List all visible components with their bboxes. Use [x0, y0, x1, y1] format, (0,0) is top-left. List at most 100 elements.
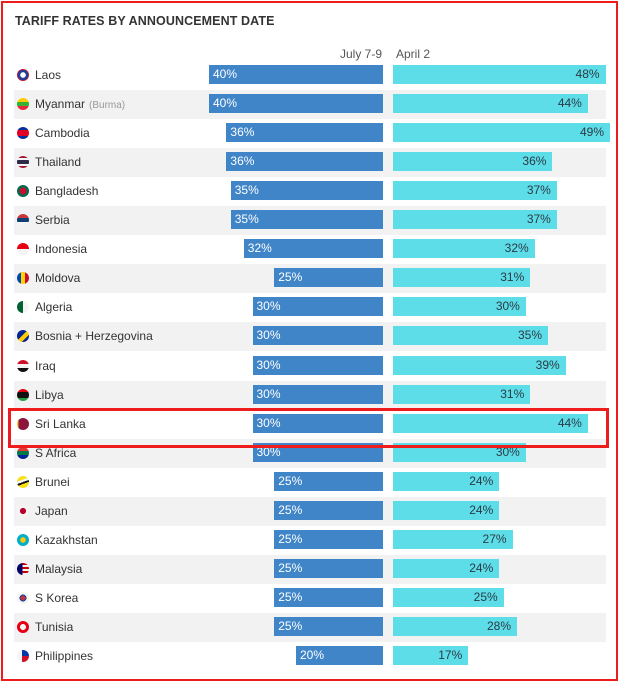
bar-july-bosnia-herzegovina: 30%: [252, 326, 383, 346]
category-name: Moldova: [35, 271, 81, 286]
category-name: Brunei: [35, 474, 70, 489]
bar-july-iraq: 30%: [252, 355, 383, 375]
thailand-flag-icon: [17, 156, 29, 169]
bar-april-bangladesh: 37%: [393, 181, 557, 201]
bar-april-libya: 31%: [393, 384, 531, 404]
myanmar-flag-icon: [17, 98, 29, 111]
category-name: Serbia: [35, 213, 70, 228]
bar-july-laos: 40%: [209, 65, 383, 84]
algeria-flag-icon: [17, 301, 29, 314]
bar-april-cambodia: 49%: [393, 123, 610, 143]
sri-lanka-flag-icon: [17, 417, 29, 430]
chart-row-thailand: Thailand 36% 36%: [14, 148, 606, 178]
category-label: Libya: [35, 388, 64, 402]
bar-april-iraq: 39%: [393, 355, 566, 375]
chart-row-sri-lanka: Sri Lanka 30% 44%: [14, 410, 606, 439]
category-note: (Burma): [89, 100, 126, 112]
chart-row-s-korea: S Korea 25% 25%: [14, 584, 606, 613]
chart-row-algeria: Algeria 30% 30%: [14, 293, 606, 322]
chart-row-laos: Laos 40% 48%: [14, 61, 606, 90]
category-name: Bangladesh: [35, 184, 99, 199]
indonesia-flag-icon: [17, 243, 29, 256]
iraq-flag-icon: [17, 359, 29, 372]
category-label: Moldova: [35, 271, 80, 285]
category-label: S Korea: [35, 591, 78, 605]
bar-april-sri-lanka: 44%: [393, 413, 588, 433]
category-label: Laos: [35, 68, 61, 82]
bar-july-sri-lanka: 30%: [252, 413, 383, 433]
chart-row-tunisia: Tunisia 25% 28%: [14, 612, 606, 642]
bar-july-libya: 30%: [252, 384, 383, 404]
bar-april-indonesia: 32%: [393, 239, 535, 259]
category-name: Philippines: [35, 649, 94, 663]
bangladesh-flag-icon: [17, 185, 29, 198]
bar-april-myanmar: 44%: [393, 94, 588, 114]
chart-row-brunei: Brunei 25% 24%: [14, 468, 606, 497]
bar-april-algeria: 30%: [393, 297, 526, 317]
category-name: Sri Lanka: [35, 416, 86, 431]
category-label: Myanmar (Burma): [35, 97, 125, 111]
bar-july-tunisia: 25%: [274, 616, 383, 636]
chart-row-kazakhstan: Kazakhstan 25% 27%: [14, 526, 606, 555]
category-name: Cambodia: [35, 126, 90, 141]
column-header-april: April 2: [396, 47, 431, 61]
bar-july-philippines: 20%: [296, 646, 383, 665]
chart-row-malaysia: Malaysia 25% 24%: [14, 554, 606, 584]
category-label: Bosnia + Herzegovina: [35, 329, 153, 343]
category-name: Malaysia: [35, 561, 83, 576]
category-name: S Korea: [35, 590, 79, 605]
category-label: Japan: [35, 504, 68, 518]
category-label: Algeria: [35, 300, 72, 314]
bar-july-bangladesh: 35%: [230, 181, 383, 201]
category-name: Indonesia: [35, 242, 88, 257]
brunei-flag-icon: [17, 475, 29, 488]
category-label: Thailand: [35, 155, 81, 169]
serbia-flag-icon: [17, 214, 29, 227]
bar-july-thailand: 36%: [226, 152, 383, 172]
bar-april-laos: 48%: [393, 65, 606, 84]
category-label: Cambodia: [35, 126, 90, 140]
category-label: Philippines: [35, 649, 93, 663]
category-label: Indonesia: [35, 242, 87, 256]
chart-row-philippines: Philippines 20% 17%: [14, 642, 606, 671]
bar-april-malaysia: 24%: [393, 558, 500, 578]
bar-july-kazakhstan: 25%: [274, 529, 383, 549]
category-name: Thailand: [35, 155, 82, 170]
bar-april-kazakhstan: 27%: [393, 529, 513, 549]
chart-row-bosnia-herzegovina: Bosnia + Herzegovina 30% 35%: [14, 322, 606, 352]
bar-april-philippines: 17%: [393, 646, 469, 665]
chart-row-indonesia: Indonesia 32% 32%: [14, 235, 606, 264]
kazakhstan-flag-icon: [17, 533, 29, 546]
chart-row-iraq: Iraq 30% 39%: [14, 352, 606, 381]
category-name: Kazakhstan: [35, 532, 98, 547]
bar-april-japan: 24%: [393, 500, 500, 520]
bar-april-brunei: 24%: [393, 471, 500, 491]
japan-flag-icon: [17, 504, 29, 517]
category-label: Malaysia: [35, 562, 82, 576]
s-korea-flag-icon: [17, 591, 29, 604]
malaysia-flag-icon: [17, 562, 29, 575]
bar-july-serbia: 35%: [230, 210, 383, 230]
bar-april-serbia: 37%: [393, 210, 557, 230]
philippines-flag-icon: [17, 650, 29, 662]
bar-july-japan: 25%: [274, 500, 383, 520]
bar-april-bosnia-herzegovina: 35%: [393, 326, 548, 346]
column-header-july: July 7-9: [340, 47, 383, 61]
category-label: S Africa: [35, 446, 76, 460]
category-name: S Africa: [35, 445, 77, 460]
chart-row-serbia: Serbia 35% 37%: [14, 206, 606, 236]
bar-april-moldova: 31%: [393, 268, 531, 288]
category-name: Bosnia + Herzegovina: [35, 329, 153, 344]
highlight-box: [8, 408, 609, 448]
category-label: Bangladesh: [35, 184, 98, 198]
libya-flag-icon: [17, 388, 29, 401]
bar-july-indonesia: 32%: [243, 239, 383, 259]
category-name: Laos: [35, 68, 62, 82]
chart-row-cambodia: Cambodia 36% 49%: [14, 119, 610, 148]
category-name: Tunisia: [35, 619, 74, 634]
bar-april-thailand: 36%: [393, 152, 553, 172]
bar-april-tunisia: 28%: [393, 616, 517, 636]
chart-row-myanmar: Myanmar (Burma) 40% 44%: [14, 90, 606, 120]
bosnia-herzegovina-flag-icon: [17, 330, 29, 343]
